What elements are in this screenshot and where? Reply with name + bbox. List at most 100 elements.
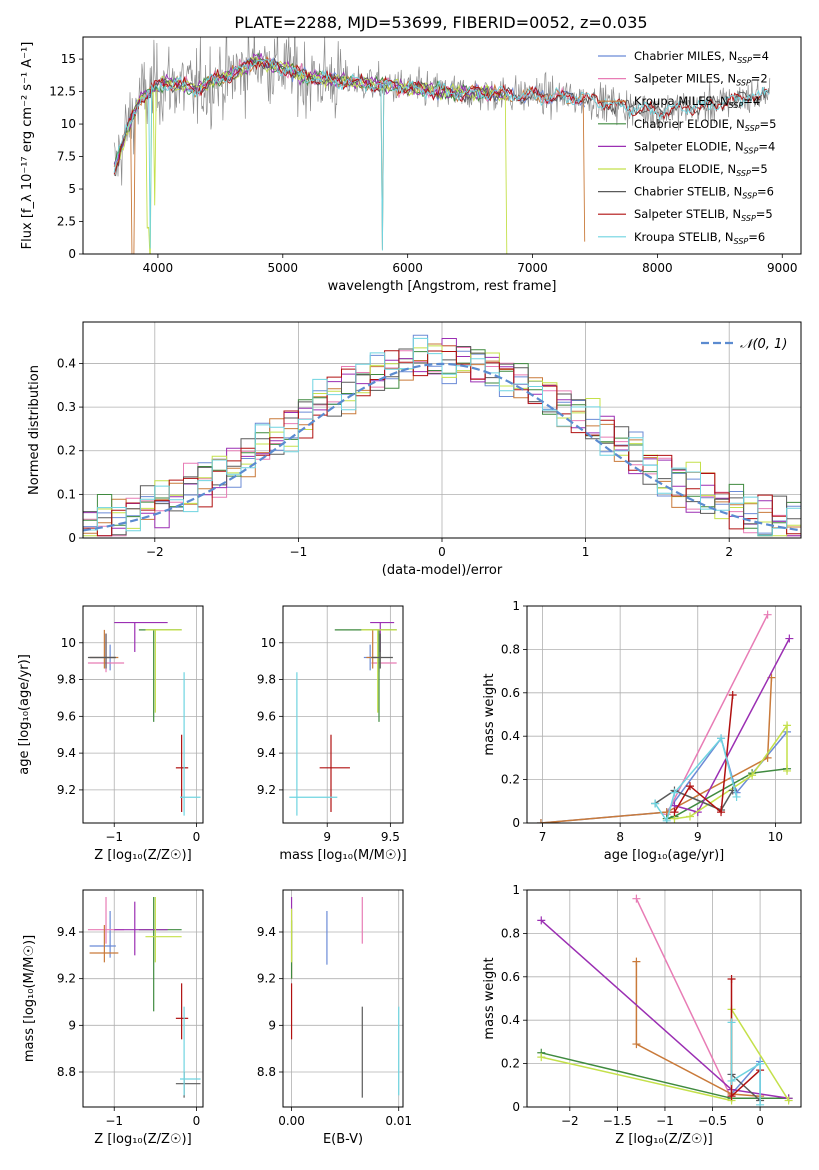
plus-marker [670, 808, 679, 817]
legend-label: Chabrier ELODIE, NSSP=5 [634, 117, 776, 133]
y-tick-label: 0.6 [501, 970, 520, 984]
y-tick-label: 9.8 [257, 673, 276, 687]
spectrum-model-kroupa-stelib [113, 58, 770, 251]
plus-marker [662, 816, 671, 823]
plot-area [536, 610, 794, 823]
weight-line [666, 768, 788, 820]
y-tick-label: 0 [68, 531, 76, 545]
plus-marker [756, 1059, 765, 1068]
y-tick-label: 8.8 [57, 1065, 76, 1079]
errorbar-kroupa-elodie [145, 629, 182, 713]
axes-overlay: −2 −1.5 −1 −0.5 0 0 0.2 0.4 0.6 0.8 1 Z [log₁₀(Z/Z☉… [482, 883, 802, 1147]
x-tick-label: 4000 [143, 261, 174, 275]
x-tick-label: 0 [193, 1114, 201, 1128]
x-axis-label: Z [log₁₀(Z/Z☉)] [94, 848, 191, 863]
errorbar-kroupa-miles [89, 925, 119, 963]
plot-area [290, 897, 400, 1098]
plot-area [537, 894, 793, 1107]
y-tick-label: 0 [512, 1100, 520, 1114]
axes-frame [526, 889, 802, 1108]
gridlines [283, 890, 403, 1107]
y-axis-label: mass weight [482, 957, 497, 1039]
axes-frame [282, 889, 404, 1108]
x-tick-label: 0 [193, 830, 201, 844]
y-tick-label: 0.6 [501, 686, 520, 700]
x-axis-label: age [log₁₀(age/yr)] [604, 848, 725, 863]
errorbar-chabrier-stelib [87, 633, 116, 669]
errorbar-kroupa-stelib [179, 672, 201, 816]
axes-frame [82, 889, 204, 1108]
x-tick-label: 8 [616, 830, 624, 844]
plus-marker [536, 819, 545, 823]
weight-vs-metallicity-panel: −2 −1.5 −1 −0.5 0 0 0.2 0.4 0.6 0.8 1 Z [log₁₀(Z/Z☉… [482, 883, 802, 1147]
x-axis-label: Z [log₁₀(Z/Z☉)] [615, 1132, 712, 1147]
y-tick-label: 9.6 [57, 709, 76, 723]
x-tick-label: 9 [323, 830, 331, 844]
errorbar-salpeter-elodie [114, 621, 168, 652]
plus-marker [632, 957, 641, 966]
errorbar-salpeter-miles [87, 897, 125, 944]
axes-overlay: 0.00 0.01 8.8 9 9.2 9.4 E(B-V) [257, 889, 412, 1147]
y-tick-label: 10 [61, 636, 76, 650]
x-tick-label: 0.00 [278, 1114, 305, 1128]
plot-area [289, 621, 397, 816]
axes-frame [526, 605, 802, 824]
errorbar-salpeter-elodie [114, 901, 168, 956]
x-axis-label: wavelength [Angstrom, rest frame] [328, 279, 557, 294]
plus-marker [784, 1096, 793, 1105]
axes-overlay: −1 0 9.2 9.4 9.6 9.8 10 Z [log₁₀(Z/Z☉)] age [log… [17, 605, 204, 863]
x-tick-label: 1 [582, 545, 590, 559]
y-tick-label: 0 [68, 247, 76, 261]
x-tick-label: 0.01 [385, 1114, 412, 1128]
legend-label: Chabrier STELIB, NSSP=6 [634, 185, 774, 201]
y-tick-label: 9 [268, 1018, 276, 1032]
y-tick-label: 0.2 [501, 773, 520, 787]
plus-marker [686, 782, 695, 791]
y-tick-label: 5 [68, 182, 76, 196]
mass-vs-metallicity-panel: −1 0 8.8 9 9.2 9.4 Z [log₁₀(Z/Z☉)] mass [log₁₀(… [22, 889, 204, 1147]
x-axis-label: (data-model)/error [382, 563, 503, 578]
weight-series-salpeter-stelib [727, 974, 765, 1101]
y-tick-label: 9.4 [57, 746, 76, 760]
x-tick-label: −2 [561, 1114, 579, 1128]
y-tick-label: 9.6 [257, 709, 276, 723]
weight-series-salpeter-stelib [670, 690, 737, 817]
y-tick-label: 0.1 [57, 487, 76, 501]
spectrum-model-salpeter-miles [113, 57, 586, 174]
plus-marker [632, 1040, 641, 1049]
plus-marker [785, 634, 794, 643]
legend-label: Kroupa ELODIE, NSSP=5 [634, 162, 768, 178]
y-tick-label: 2.5 [57, 215, 76, 229]
y-tick-label: 10 [261, 636, 276, 650]
y-tick-label: 0.2 [57, 444, 76, 458]
y-axis-label: age [log₁₀(age/yr)] [17, 654, 32, 775]
legend-label: Salpeter MILES, NSSP=2 [634, 72, 768, 88]
y-tick-label: 0.8 [501, 642, 520, 656]
errorbar-chabrier-elodie [138, 629, 182, 722]
figure-title: PLATE=2288, MJD=53699, FIBERID=0052, z=0… [234, 13, 647, 32]
plus-marker [783, 766, 792, 775]
mass-vs-ebv-panel: 0.00 0.01 8.8 9 9.2 9.4 E(B-V) [257, 889, 412, 1147]
gridlines [527, 605, 801, 824]
x-tick-label: −1.5 [603, 1114, 632, 1128]
plus-marker [717, 808, 726, 817]
y-tick-label: 0.8 [501, 926, 520, 940]
weight-line [540, 677, 773, 823]
legend-label: Kroupa MILES, NSSP=4 [634, 94, 760, 110]
x-tick-label: −1 [105, 1114, 123, 1128]
age-vs-metallicity-panel: −1 0 9.2 9.4 9.6 9.8 10 Z [log₁₀(Z/Z☉)] age [log… [17, 605, 204, 863]
errorbar-kroupa-elodie [145, 897, 182, 963]
plus-marker [748, 771, 757, 780]
errorbar-kroupa-elodie [361, 629, 397, 713]
x-tick-label: 2 [725, 545, 733, 559]
plus-marker [727, 1018, 736, 1027]
y-tick-label: 9.4 [57, 925, 76, 939]
plus-marker [686, 812, 695, 821]
x-tick-label: 9 [694, 830, 702, 844]
y-tick-label: 9.8 [57, 673, 76, 687]
plus-marker [537, 1053, 546, 1062]
x-axis-label: Z [log₁₀(Z/Z☉)] [94, 1132, 191, 1147]
spectrum-model-salpeter-stelib [113, 57, 770, 175]
legend-label: Salpeter ELODIE, NSSP=4 [634, 139, 775, 155]
